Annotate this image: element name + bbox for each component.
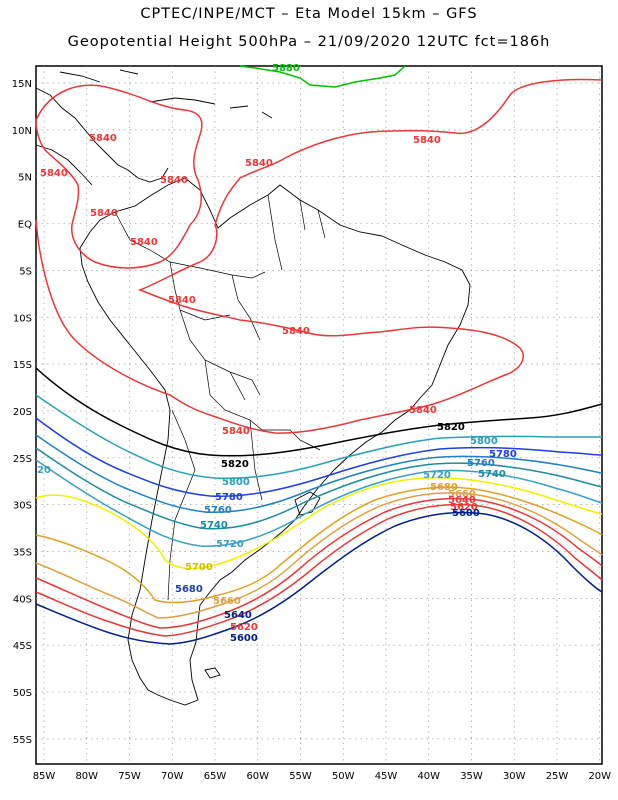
label-5740: 5740 <box>200 520 228 531</box>
chart-title-line-2: Geopotential Height 500hPa – 21/09/2020 … <box>67 34 551 50</box>
label-5620: 5620 <box>230 622 258 633</box>
contour-5720 <box>35 459 603 547</box>
lon-tick-label: 80W <box>75 771 98 782</box>
lat-tick-label: 15S <box>13 360 32 371</box>
falkland-islands <box>204 667 221 679</box>
map-frame <box>35 65 603 765</box>
label-5600: 5600 <box>230 633 258 644</box>
lon-tick-label: 60W <box>246 771 269 782</box>
chart-title-line-1: CPTEC/INPE/MCT – Eta Model 15km – GFS <box>140 6 478 22</box>
lat-tick-label: 20S <box>13 407 32 418</box>
lat-tick-label: 5S <box>19 266 32 277</box>
south-america-coastline <box>79 177 471 706</box>
label-5640: 5640 <box>448 495 476 506</box>
lon-tick-label: 20W <box>588 771 611 782</box>
lat-tick-label: 50S <box>13 688 32 699</box>
contour-5880 <box>239 65 406 88</box>
label-5660: 5660 <box>213 596 241 607</box>
contour-labels: 5880 5840 5840 5840 5840 5840 5840 5840 … <box>37 63 517 644</box>
label-5700: 5700 <box>185 562 213 573</box>
lon-tick-label: 25W <box>546 771 569 782</box>
contour-5820 <box>35 367 603 457</box>
label-5840: 5840 <box>245 158 273 169</box>
label-5800: 5800 <box>222 477 250 488</box>
lon-tick-label: 65W <box>204 771 227 782</box>
label-5780: 5780 <box>215 492 243 503</box>
label-5840: 5840 <box>222 426 250 437</box>
label-5740: 5740 <box>478 469 506 480</box>
contour-5840 <box>35 78 603 434</box>
label-5780: 5780 <box>489 449 517 460</box>
contours <box>35 65 603 434</box>
country-borders <box>114 194 326 601</box>
label-5720-partial: 20 <box>37 465 51 476</box>
contour-5740 <box>35 447 603 530</box>
lon-tick-label: 55W <box>289 771 312 782</box>
label-5840: 5840 <box>40 168 68 179</box>
label-5640: 5640 <box>224 610 252 621</box>
lat-tick-label: 35S <box>13 548 32 559</box>
label-5840: 5840 <box>282 326 310 337</box>
lat-tick-label: 55S <box>13 735 32 746</box>
lon-tick-label: 85W <box>33 771 56 782</box>
label-5600: 5600 <box>452 508 480 519</box>
lon-tick-label: 40W <box>417 771 440 782</box>
contour-5680 <box>35 486 603 604</box>
label-5840: 5840 <box>409 405 437 416</box>
label-5820: 5820 <box>437 422 465 433</box>
central-america-coastline <box>35 87 169 183</box>
label-5680: 5680 <box>430 482 458 493</box>
lat-tick-label: 10N <box>12 126 32 137</box>
lat-tick-label: 30S <box>13 501 32 512</box>
label-5840: 5840 <box>168 295 196 306</box>
lon-tick-label: 50W <box>332 771 355 782</box>
coastlines <box>35 69 471 706</box>
axis-ticks: 85W 80W 75W 70W 65W 60W 55W 50W 45W 40W 35W 30W 25W 2… <box>12 79 611 782</box>
lon-tick-label: 45W <box>375 771 398 782</box>
label-5880: 5880 <box>272 63 300 74</box>
contour-5780 <box>35 417 603 498</box>
lat-tick-label: 45S <box>13 641 32 652</box>
label-5720: 5720 <box>216 539 244 550</box>
lat-tick-label: 40S <box>13 594 32 605</box>
lat-tick-label: 25S <box>13 454 32 465</box>
label-5820: 5820 <box>221 459 249 470</box>
label-5800: 5800 <box>470 436 498 447</box>
label-5760: 5760 <box>467 458 495 469</box>
label-5840: 5840 <box>413 135 441 146</box>
label-5720: 5720 <box>423 470 451 481</box>
southern-contours <box>35 367 603 645</box>
label-5620: 5620 <box>450 502 478 513</box>
lon-tick-label: 30W <box>503 771 526 782</box>
label-5660: 5660 <box>448 489 476 500</box>
contour-5620 <box>35 503 603 637</box>
label-5840: 5840 <box>130 237 158 248</box>
lat-tick-label: 10S <box>13 313 32 324</box>
contour-5640 <box>35 497 603 629</box>
lon-tick-label: 70W <box>161 771 184 782</box>
lat-tick-label: 5N <box>18 173 32 184</box>
caribbean-islands <box>149 97 273 119</box>
lat-tick-label: 15N <box>12 79 32 90</box>
contour-5660 <box>35 492 603 619</box>
contour-5840-ring <box>35 84 203 269</box>
lat-tick-label: EQ <box>18 220 32 231</box>
contour-5600 <box>35 511 603 645</box>
contour-5760 <box>35 434 603 514</box>
contour-5800 <box>35 394 602 480</box>
lon-tick-label: 75W <box>118 771 141 782</box>
label-5680: 5680 <box>175 584 203 595</box>
label-5840: 5840 <box>89 133 117 144</box>
label-5760: 5760 <box>204 505 232 516</box>
contour-5700 <box>35 476 603 570</box>
label-5840: 5840 <box>160 175 188 186</box>
label-5840: 5840 <box>90 208 118 219</box>
lon-tick-label: 35W <box>460 771 483 782</box>
